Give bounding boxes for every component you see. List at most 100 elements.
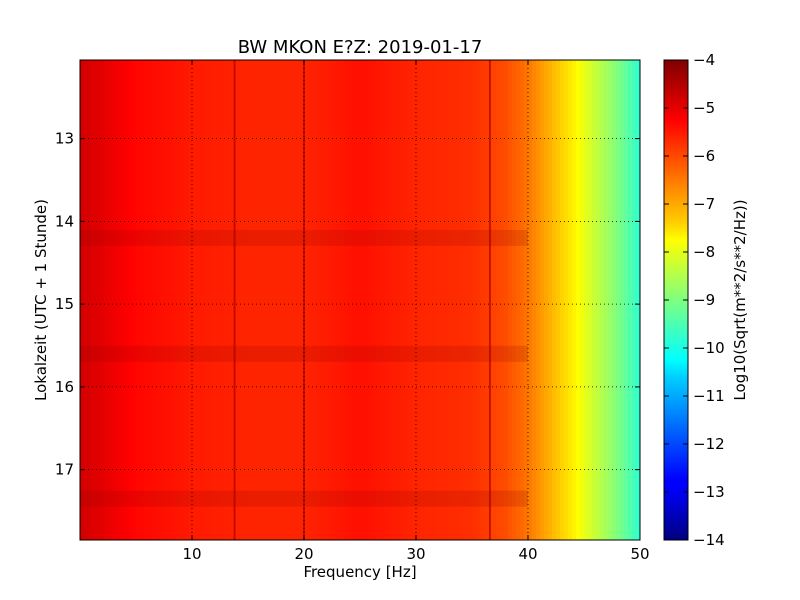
heatmap-cell xyxy=(632,60,637,540)
heatmap-cell xyxy=(388,60,393,540)
heatmap-cell xyxy=(400,60,405,540)
plot-area xyxy=(80,60,640,540)
heatmap-cell xyxy=(244,60,249,540)
heatmap-cell xyxy=(136,60,141,540)
heatmap-cell xyxy=(576,60,581,540)
heatmap-cell xyxy=(336,60,341,540)
heatmap-cell xyxy=(304,60,309,540)
heatmap-cell xyxy=(380,60,385,540)
heatmap-cell xyxy=(224,60,229,540)
heatmap-cell xyxy=(284,60,289,540)
heatmap-cell xyxy=(160,60,165,540)
heatmap-cell xyxy=(168,60,173,540)
y-tick-label: 16 xyxy=(55,378,74,396)
heatmap-cell xyxy=(264,60,269,540)
heatmap-cell xyxy=(256,60,261,540)
heatmap-cell xyxy=(196,60,201,540)
heatmap-cell xyxy=(276,60,281,540)
heatmap-cell xyxy=(512,60,517,540)
heatmap-cell xyxy=(620,60,625,540)
heatmap-cell xyxy=(392,60,397,540)
heatmap-cell xyxy=(584,60,589,540)
heatmap-cell xyxy=(636,60,640,540)
heatmap-cell xyxy=(164,60,169,540)
heatmap-cell xyxy=(132,60,137,540)
heatmap-cell xyxy=(128,60,133,540)
heatmap-columns xyxy=(80,60,640,540)
heatmap-cell xyxy=(120,60,125,540)
heatmap-cell xyxy=(516,60,521,540)
heatmap-cell xyxy=(580,60,585,540)
heatmap-cell xyxy=(540,60,545,540)
heatmap-cell xyxy=(592,60,597,540)
heatmap-cell xyxy=(604,60,609,540)
colorbar-tick-label: −14 xyxy=(693,531,725,549)
heatmap-cell xyxy=(156,60,161,540)
heatmap-cell xyxy=(356,60,361,540)
heatmap-cell xyxy=(368,60,373,540)
heatmap-cell xyxy=(448,60,453,540)
heatmap-cell xyxy=(456,60,461,540)
colorbar-ticks: −4 −5 −6 −7 −8 −9 −10 −11 −12 −13 −14 xyxy=(664,51,725,549)
y-tick-label: 17 xyxy=(55,461,74,479)
heatmap-cell xyxy=(504,60,509,540)
heatmap-cell xyxy=(96,60,101,540)
y-tick-label: 15 xyxy=(55,295,74,313)
plot-frame xyxy=(79,59,641,541)
heatmap-cell xyxy=(152,60,157,540)
heatmap-cell xyxy=(536,60,541,540)
colorbar-label: Log10(Sqrt(m**2/s**2/Hz)) xyxy=(731,199,749,400)
heatmap-cell xyxy=(104,60,109,540)
grid-lines xyxy=(80,60,640,540)
heatmap-cell xyxy=(116,60,121,540)
heatmap-cell xyxy=(280,60,285,540)
heatmap-cell xyxy=(180,60,185,540)
heatmap-cell xyxy=(508,60,513,540)
heatmap-cell xyxy=(572,60,577,540)
heatmap-cell xyxy=(464,60,469,540)
heatmap-cell xyxy=(468,60,473,540)
heatmap-cell xyxy=(340,60,345,540)
heatmap-cell xyxy=(436,60,441,540)
colorbar-tick-label: −10 xyxy=(693,339,725,357)
heatmap-cell xyxy=(352,60,357,540)
heatmap-cell xyxy=(608,60,613,540)
heatmap-cell xyxy=(92,60,97,540)
heatmap-cell xyxy=(192,60,197,540)
heatmap-cell xyxy=(200,60,205,540)
heatmap-cell xyxy=(596,60,601,540)
heatmap-cell xyxy=(364,60,369,540)
heatmap-cell xyxy=(188,60,193,540)
colorbar-tick-label: −12 xyxy=(693,435,725,453)
heatmap-cell xyxy=(292,60,297,540)
heatmap-cell xyxy=(428,60,433,540)
heatmap-cell xyxy=(500,60,505,540)
heatmap-cell xyxy=(252,60,257,540)
colorbar-tick-label: −6 xyxy=(693,147,715,165)
heatmap-cell xyxy=(420,60,425,540)
heatmap-cell xyxy=(408,60,413,540)
heatmap-cell xyxy=(372,60,377,540)
heatmap-cell xyxy=(416,60,421,540)
heatmap-cell xyxy=(560,60,565,540)
heatmap-cell xyxy=(360,60,365,540)
heatmap-cell xyxy=(384,60,389,540)
heatmap-cell xyxy=(404,60,409,540)
heatmap-cell xyxy=(112,60,117,540)
heatmap-cell xyxy=(300,60,305,540)
heatmap-cell xyxy=(376,60,381,540)
heatmap-cell xyxy=(296,60,301,540)
colorbar-tick-label: −8 xyxy=(693,243,715,261)
heatmap-cell xyxy=(228,60,233,540)
heatmap-cell xyxy=(412,60,417,540)
heatmap-cell xyxy=(348,60,353,540)
y-axis-ticks: 13 14 15 16 17 xyxy=(55,130,640,479)
heatmap-cell xyxy=(612,60,617,540)
heatmap-cell xyxy=(80,60,85,540)
heatmap-cell xyxy=(148,60,153,540)
heatmap-cell xyxy=(312,60,317,540)
heatmap-cell xyxy=(212,60,217,540)
y-tick-label: 14 xyxy=(55,212,74,230)
heatmap-cell xyxy=(532,60,537,540)
colorbar-tick-label: −5 xyxy=(693,99,715,117)
